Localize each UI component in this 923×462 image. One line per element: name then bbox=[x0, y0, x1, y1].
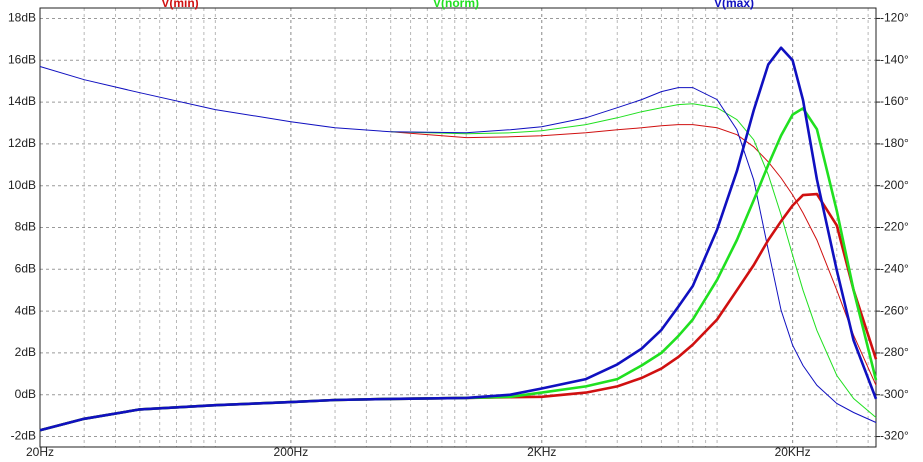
y2-tick-label: -260° bbox=[880, 303, 909, 317]
y2-tick-label: -280° bbox=[880, 345, 909, 359]
y2-tick-label: -320° bbox=[880, 429, 909, 443]
y-tick-label: 12dB bbox=[8, 136, 36, 150]
magnitude-line bbox=[39, 46, 878, 432]
phase-line bbox=[390, 103, 877, 418]
y2-tick-label: -240° bbox=[880, 261, 909, 275]
y-tick-label: 18dB bbox=[8, 11, 36, 25]
phase-line bbox=[39, 66, 877, 423]
x-tick-label: 20Hz bbox=[26, 445, 54, 459]
y-tick-label: 2dB bbox=[15, 345, 36, 359]
y2-tick-label: -120° bbox=[880, 11, 909, 25]
y-tick-label: 16dB bbox=[8, 52, 36, 66]
y2-tick-label: -220° bbox=[880, 220, 909, 234]
y2-tick-label: -160° bbox=[880, 94, 909, 108]
x-tick-label: 200Hz bbox=[274, 445, 309, 459]
y-tick-label: -2dB bbox=[11, 429, 36, 443]
y-tick-label: 6dB bbox=[15, 261, 36, 275]
y-tick-label: 14dB bbox=[8, 94, 36, 108]
y2-tick-label: -180° bbox=[880, 136, 909, 150]
legend-entry: V(max) bbox=[714, 0, 754, 10]
legend-entry: V(norm) bbox=[433, 0, 479, 10]
legend-entry: V(min) bbox=[161, 0, 198, 10]
y-tick-label: 4dB bbox=[15, 303, 36, 317]
plot-frame bbox=[39, 7, 877, 448]
y2-tick-label: -300° bbox=[880, 387, 909, 401]
x-tick-label: 20KHz bbox=[775, 445, 811, 459]
y-tick-label: 10dB bbox=[8, 178, 36, 192]
y2-tick-label: -140° bbox=[880, 52, 909, 66]
y2-tick-label: -200° bbox=[880, 178, 909, 192]
y-tick-label: 0dB bbox=[15, 387, 36, 401]
phase-line bbox=[390, 124, 877, 386]
x-tick-label: 2KHz bbox=[527, 445, 556, 459]
y-tick-label: 8dB bbox=[15, 220, 36, 234]
